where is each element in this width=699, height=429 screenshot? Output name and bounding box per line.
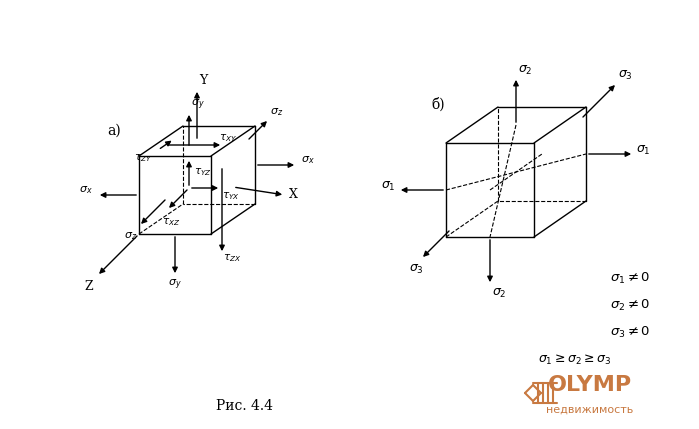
Text: Рис. 4.4: Рис. 4.4 — [217, 399, 273, 413]
Text: $\tau_{XY}$: $\tau_{XY}$ — [219, 132, 237, 144]
Text: $\sigma_2$: $\sigma_2$ — [491, 287, 506, 299]
Text: $\sigma_y$: $\sigma_y$ — [168, 278, 182, 292]
Text: $\sigma_x$: $\sigma_x$ — [79, 184, 93, 196]
Text: $\tau_{ZY}$: $\tau_{ZY}$ — [134, 152, 152, 164]
Text: $\sigma_y$: $\sigma_y$ — [191, 98, 205, 112]
Text: X: X — [289, 188, 298, 202]
Text: $\sigma_3$: $\sigma_3$ — [618, 69, 633, 82]
Text: а): а) — [107, 124, 121, 138]
Text: $\sigma_1$: $\sigma_1$ — [635, 143, 650, 157]
Text: $\sigma_2 \neq 0$: $\sigma_2 \neq 0$ — [610, 297, 650, 313]
Text: $\sigma_1 \neq 0$: $\sigma_1 \neq 0$ — [610, 270, 650, 286]
Text: $\sigma_z$: $\sigma_z$ — [124, 230, 138, 242]
Text: $\tau_{ZX}$: $\tau_{ZX}$ — [223, 252, 241, 264]
Text: OLYMP: OLYMP — [548, 375, 632, 395]
Text: $\sigma_3$: $\sigma_3$ — [409, 263, 424, 275]
Text: $\tau_{YX}$: $\tau_{YX}$ — [222, 190, 240, 202]
Text: Y: Y — [199, 75, 207, 88]
Text: $\sigma_1 \geq \sigma_2 \geq \sigma_3$: $\sigma_1 \geq \sigma_2 \geq \sigma_3$ — [538, 353, 612, 367]
Text: б): б) — [431, 98, 445, 112]
Text: $\tau_{YZ}$: $\tau_{YZ}$ — [194, 166, 212, 178]
Text: $\sigma_3 \neq 0$: $\sigma_3 \neq 0$ — [610, 324, 650, 339]
Text: $\sigma_z$: $\sigma_z$ — [271, 106, 284, 118]
Text: $\sigma_1$: $\sigma_1$ — [381, 179, 396, 193]
Text: $\sigma_x$: $\sigma_x$ — [301, 154, 315, 166]
Text: Z: Z — [85, 280, 93, 293]
Text: $\tau_{XZ}$: $\tau_{XZ}$ — [162, 216, 180, 228]
Text: недвижимость: недвижимость — [547, 405, 633, 415]
Text: $\sigma_2$: $\sigma_2$ — [518, 63, 532, 76]
